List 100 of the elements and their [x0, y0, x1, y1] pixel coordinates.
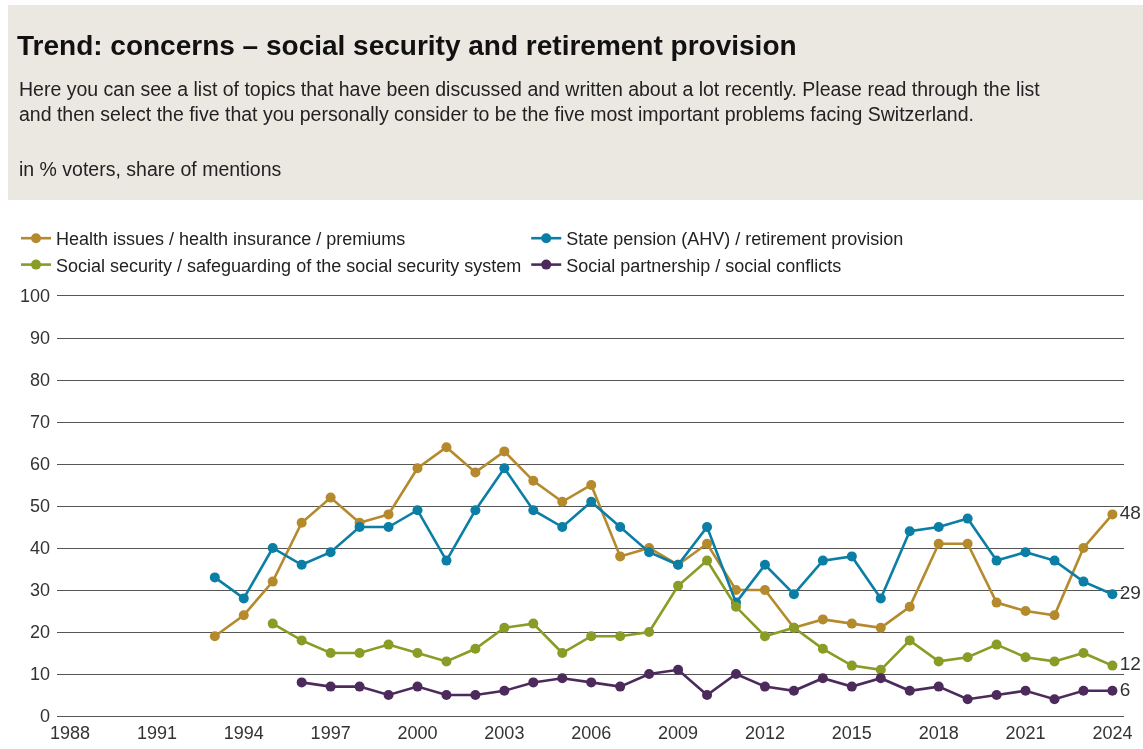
- chart-subtitle: Here you can see a list of topics that have been discussed and written about a lot recently. Please read through the list and then select the five that you personally consider to be the five most important problems facing Switzerland.: [19, 78, 1041, 126]
- point: [933, 681, 944, 692]
- y-tick-label: 70: [29, 412, 50, 433]
- point: [586, 631, 597, 642]
- y-tick-label: 40: [29, 538, 50, 559]
- point: [702, 555, 713, 566]
- y-tick-label: 80: [29, 370, 50, 391]
- point: [412, 681, 423, 692]
- point: [1020, 606, 1031, 616]
- x-tick-label: 1994: [223, 722, 264, 743]
- point: [904, 635, 915, 646]
- point: [412, 648, 423, 658]
- point: [962, 513, 973, 524]
- point: [499, 622, 510, 633]
- point: [759, 559, 770, 570]
- point: [788, 589, 799, 600]
- point: [354, 522, 365, 532]
- point: [904, 601, 915, 612]
- point: [962, 694, 973, 705]
- y-tick-label: 30: [29, 580, 50, 601]
- point: [759, 631, 770, 642]
- point: [702, 538, 713, 549]
- point: [817, 555, 828, 566]
- point: [557, 522, 568, 532]
- x-tick-label: 2021: [1005, 722, 1046, 743]
- legend-label: Social security / safeguarding of the social security system: [56, 255, 522, 276]
- point: [615, 631, 626, 642]
- point: [557, 648, 568, 658]
- point: [354, 681, 365, 692]
- point: [817, 614, 828, 625]
- point: [933, 656, 944, 667]
- point: [1020, 547, 1031, 558]
- point: [702, 690, 713, 700]
- point: [383, 522, 394, 532]
- chart-title: Trend: concerns – social security and retirement provision: [17, 29, 797, 61]
- data-label: 29: [1119, 581, 1141, 603]
- point: [1107, 589, 1118, 600]
- point: [499, 463, 510, 474]
- point: [325, 547, 336, 558]
- point: [528, 677, 539, 688]
- point: [875, 664, 886, 675]
- point: [412, 463, 423, 474]
- point: [209, 572, 220, 583]
- point: [846, 681, 857, 692]
- point: [817, 643, 828, 654]
- point: [267, 543, 278, 553]
- y-tick-label: 60: [29, 454, 50, 475]
- data-label: 12: [1119, 653, 1141, 675]
- x-tick-label: 2000: [397, 722, 438, 743]
- point: [759, 585, 770, 595]
- point: [904, 685, 915, 696]
- legend-label: Social partnership / social conflicts: [566, 255, 842, 276]
- point: [557, 673, 568, 684]
- point: [1020, 685, 1031, 696]
- x-tick-label: 1997: [310, 722, 351, 743]
- point: [1049, 555, 1060, 566]
- x-tick-label: 2015: [831, 722, 872, 743]
- point: [586, 480, 597, 490]
- point: [991, 597, 1002, 608]
- point: [499, 685, 510, 696]
- x-tick-label: 1991: [136, 722, 177, 743]
- point: [586, 496, 597, 507]
- point: [238, 610, 249, 621]
- point: [875, 673, 886, 684]
- point: [846, 551, 857, 562]
- point: [1078, 648, 1089, 658]
- point: [1107, 509, 1118, 520]
- point: [846, 618, 857, 629]
- point: [267, 576, 278, 587]
- point: [673, 664, 684, 675]
- point: [731, 669, 741, 679]
- point: [441, 555, 452, 566]
- point: [615, 522, 626, 532]
- point: [383, 639, 394, 650]
- point: [933, 538, 944, 549]
- x-tick-label: 2003: [484, 722, 525, 743]
- point: [817, 673, 828, 684]
- point: [1107, 660, 1118, 671]
- point: [499, 446, 510, 457]
- point: [470, 505, 481, 516]
- x-tick-label: 2009: [658, 722, 699, 743]
- point: [441, 656, 452, 667]
- point: [296, 517, 307, 528]
- point: [615, 551, 626, 562]
- point: [528, 505, 539, 516]
- point: [325, 492, 336, 503]
- x-tick-label: 2018: [918, 722, 959, 743]
- point: [1020, 652, 1031, 663]
- y-tick-label: 10: [29, 664, 50, 685]
- legend-label: Health issues / health insurance / premiums: [56, 229, 406, 250]
- point: [470, 467, 481, 478]
- legend-label: State pension (AHV) / retirement provision: [566, 229, 904, 250]
- point: [528, 475, 539, 486]
- point: [875, 593, 886, 604]
- y-tick-label: 90: [29, 328, 50, 349]
- point: [759, 681, 770, 692]
- x-tick-label: 1988: [50, 722, 91, 743]
- point: [441, 442, 452, 453]
- y-tick-label: 0: [39, 706, 50, 727]
- point: [296, 635, 307, 646]
